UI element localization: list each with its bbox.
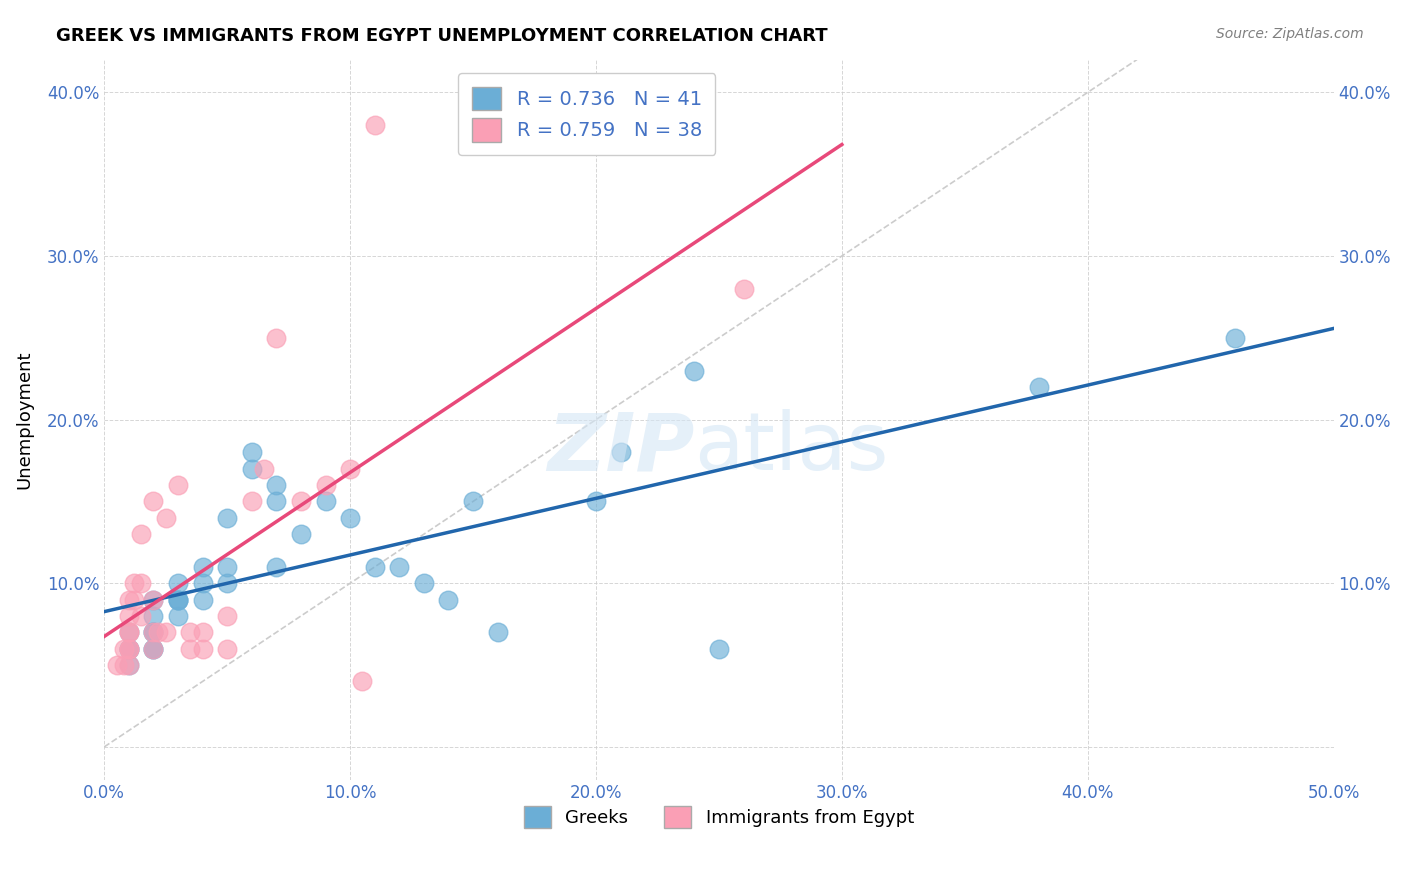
Text: atlas: atlas [695, 409, 889, 487]
Text: GREEK VS IMMIGRANTS FROM EGYPT UNEMPLOYMENT CORRELATION CHART: GREEK VS IMMIGRANTS FROM EGYPT UNEMPLOYM… [56, 27, 828, 45]
Point [118, 641, 141, 656]
Point [339, 510, 361, 524]
Point [118, 641, 141, 656]
Point [179, 641, 201, 656]
Point [167, 592, 190, 607]
Point [118, 658, 141, 673]
Point [315, 478, 337, 492]
Point [266, 478, 288, 492]
Point [142, 641, 165, 656]
Point [609, 445, 631, 459]
Point [167, 576, 190, 591]
Point [364, 118, 387, 132]
Point [388, 560, 411, 574]
Point [155, 625, 177, 640]
Point [217, 510, 239, 524]
Point [142, 625, 165, 640]
Point [240, 445, 263, 459]
Text: Source: ZipAtlas.com: Source: ZipAtlas.com [1216, 27, 1364, 41]
Point [290, 494, 312, 508]
Point [217, 576, 239, 591]
Point [240, 494, 263, 508]
Point [179, 625, 201, 640]
Point [148, 625, 170, 640]
Point [129, 609, 152, 624]
Point [118, 625, 141, 640]
Point [142, 592, 165, 607]
Point [129, 527, 152, 541]
Point [437, 592, 460, 607]
Point [118, 609, 141, 624]
Point [412, 576, 434, 591]
Point [167, 592, 190, 607]
Y-axis label: Unemployment: Unemployment [15, 351, 32, 489]
Point [217, 560, 239, 574]
Point [118, 641, 141, 656]
Point [112, 641, 135, 656]
Point [112, 658, 135, 673]
Point [142, 592, 165, 607]
Point [290, 527, 312, 541]
Point [315, 494, 337, 508]
Point [167, 478, 190, 492]
Point [142, 609, 165, 624]
Point [217, 641, 239, 656]
Text: ZIP: ZIP [547, 409, 695, 487]
Point [191, 625, 214, 640]
Point [217, 609, 239, 624]
Point [461, 494, 484, 508]
Point [733, 282, 755, 296]
Point [683, 363, 706, 377]
Point [155, 510, 177, 524]
Point [191, 560, 214, 574]
Point [352, 674, 374, 689]
Point [142, 494, 165, 508]
Point [142, 625, 165, 640]
Point [142, 641, 165, 656]
Point [707, 641, 730, 656]
Point [122, 576, 145, 591]
Point [1028, 380, 1050, 394]
Legend: Greeks, Immigrants from Egypt: Greeks, Immigrants from Egypt [516, 799, 921, 836]
Point [118, 625, 141, 640]
Point [118, 625, 141, 640]
Point [191, 592, 214, 607]
Point [486, 625, 509, 640]
Point [142, 641, 165, 656]
Point [167, 592, 190, 607]
Point [129, 576, 152, 591]
Point [1225, 331, 1247, 345]
Point [122, 592, 145, 607]
Point [191, 576, 214, 591]
Point [118, 658, 141, 673]
Point [191, 641, 214, 656]
Point [142, 625, 165, 640]
Point [240, 461, 263, 475]
Point [364, 560, 387, 574]
Point [118, 592, 141, 607]
Point [118, 641, 141, 656]
Point [266, 560, 288, 574]
Point [167, 609, 190, 624]
Point [105, 658, 128, 673]
Point [585, 494, 607, 508]
Point [266, 331, 288, 345]
Point [339, 461, 361, 475]
Point [253, 461, 276, 475]
Point [266, 494, 288, 508]
